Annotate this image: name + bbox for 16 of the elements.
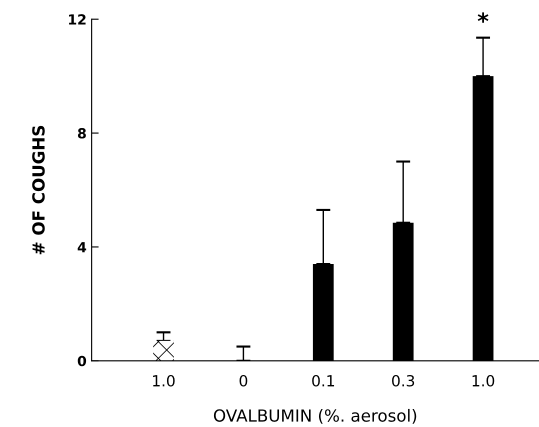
annotation: * (478, 12, 488, 23)
x-tick-label: 1.0 (153, 374, 175, 387)
x-tick-label: 0 (240, 374, 248, 387)
x-tick-label: 1.0 (472, 374, 494, 387)
y-tick-label: 8 (78, 128, 86, 139)
y-tick-label: 0 (78, 356, 86, 366)
x-tick-label: 0.1 (312, 374, 334, 387)
bar (392, 222, 414, 361)
y-axis-title: # OF COUGHS (32, 126, 45, 254)
y-tick-label: 4 (78, 242, 86, 252)
x-tick-label: 0.3 (392, 374, 414, 387)
y-tick-label: 12 (69, 14, 86, 24)
bar (472, 76, 494, 361)
bar (312, 264, 334, 361)
bar (153, 340, 174, 361)
x-axis-title: OVALBUMIN (%. aerosol) (214, 408, 416, 424)
